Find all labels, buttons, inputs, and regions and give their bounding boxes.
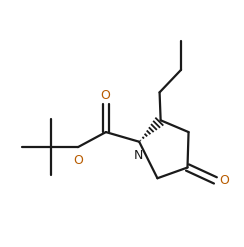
Text: O: O <box>73 154 83 166</box>
Text: N: N <box>133 149 143 162</box>
Text: O: O <box>100 89 110 102</box>
Text: O: O <box>219 174 229 187</box>
